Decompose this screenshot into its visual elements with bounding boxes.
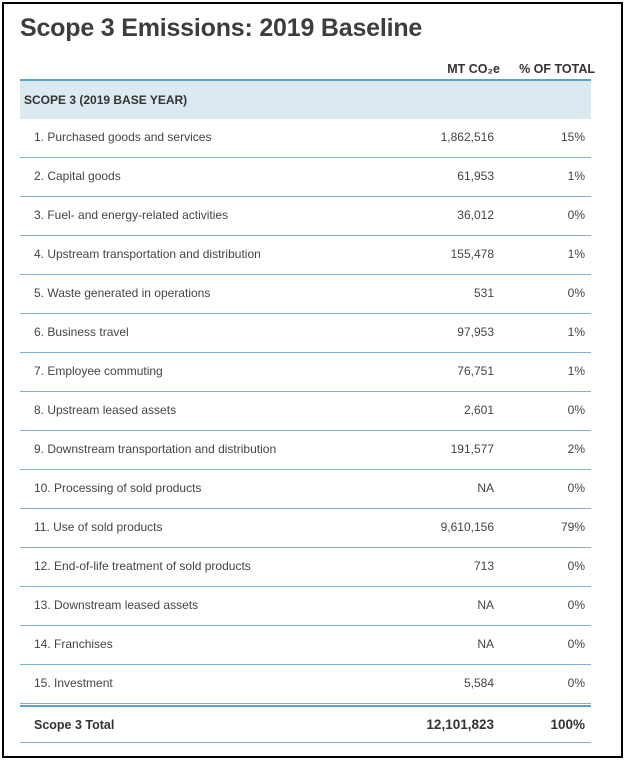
row-mt-value: 61,953 [457,169,494,183]
total-mt-value: 12,101,823 [426,717,494,732]
table-row: 5. Waste generated in operations 531 0% [20,275,591,314]
row-label: 2. Capital goods [34,169,121,183]
row-percent-value: 0% [567,598,585,612]
row-percent-value: 0% [567,208,585,222]
row-percent-value: 79% [560,520,585,534]
row-mt-value: 97,953 [457,325,494,339]
row-label: 9. Downstream transportation and distrib… [34,442,277,456]
row-label: 15. Investment [34,676,113,690]
row-percent-value: 0% [567,559,585,573]
table-row: 8. Upstream leased assets 2,601 0% [20,392,591,431]
row-mt-value: 713 [473,559,494,573]
row-label: 10. Processing of sold products [34,481,202,495]
table-row: 14. Franchises NA 0% [20,626,591,665]
row-percent-value: 0% [567,286,585,300]
row-label: 3. Fuel- and energy-related activities [34,208,229,222]
row-label: 7. Employee commuting [34,364,163,378]
table-row: 10. Processing of sold products NA 0% [20,470,591,509]
row-label: 11. Use of sold products [34,520,163,534]
emissions-table-body: 1. Purchased goods and services 1,862,516… [20,119,591,704]
row-percent-value: 0% [567,481,585,495]
table-row: 3. Fuel- and energy-related activities 36… [20,197,591,236]
table-row: 7. Employee commuting 76,751 1% [20,353,591,392]
row-label: 14. Franchises [34,637,113,651]
row-label: 13. Downstream leased assets [34,598,199,612]
row-percent-value: 15% [560,130,585,144]
row-mt-value: 1,862,516 [440,130,494,144]
total-label: Scope 3 Total [34,718,115,732]
row-label: 1. Purchased goods and services [34,130,212,144]
row-label: 5. Waste generated in operations [34,286,211,300]
row-mt-value: NA [477,598,494,612]
row-percent-value: 1% [567,325,585,339]
column-header-percent-of-total: % OF TOTAL [519,62,595,76]
row-percent-value: 0% [567,676,585,690]
row-mt-value: 5,584 [463,676,494,690]
header-divider [20,79,591,81]
row-percent-value: 0% [567,403,585,417]
row-mt-value: 36,012 [457,208,494,222]
row-percent-value: 1% [567,169,585,183]
row-percent-value: 1% [567,247,585,261]
row-mt-value: 2,601 [463,403,494,417]
table-row: 6. Business travel 97,953 1% [20,314,591,353]
table-row: 13. Downstream leased assets NA 0% [20,587,591,626]
total-percent-value: 100% [550,717,585,732]
row-mt-value: 9,610,156 [440,520,494,534]
page-title: Scope 3 Emissions: 2019 Baseline [20,14,423,42]
row-mt-value: NA [477,481,494,495]
table-row: 2. Capital goods 61,953 1% [20,158,591,197]
row-label: 4. Upstream transportation and distribut… [34,247,261,261]
row-label: 8. Upstream leased assets [34,403,177,417]
table-row: 12. End-of-life treatment of sold produc… [20,548,591,587]
section-label: SCOPE 3 (2019 BASE YEAR) [24,93,188,107]
row-percent-value: 1% [567,364,585,378]
row-mt-value: NA [477,637,494,651]
row-mt-value: 76,751 [457,364,494,378]
table-row: 11. Use of sold products 9,610,156 79% [20,509,591,548]
column-header-mt-co2e: MT CO₂e [447,62,500,76]
table-row: 4. Upstream transportation and distribut… [20,236,591,275]
row-percent-value: 0% [567,637,585,651]
row-mt-value: 155,478 [450,247,494,261]
table-row: 1. Purchased goods and services 1,862,516… [20,119,591,158]
table-row: 15. Investment 5,584 0% [20,665,591,704]
row-label: 6. Business travel [34,325,129,339]
document-frame: Scope 3 Emissions: 2019 Baseline [2,2,623,758]
row-mt-value: 531 [473,286,494,300]
row-percent-value: 2% [567,442,585,456]
row-label: 12. End-of-life treatment of sold produc… [34,559,251,573]
total-row: Scope 3 Total 12,101,823 100% [20,705,591,743]
row-mt-value: 191,577 [450,442,494,456]
table-row: 9. Downstream transportation and distrib… [20,431,591,470]
section-header: SCOPE 3 (2019 BASE YEAR) [20,81,591,119]
